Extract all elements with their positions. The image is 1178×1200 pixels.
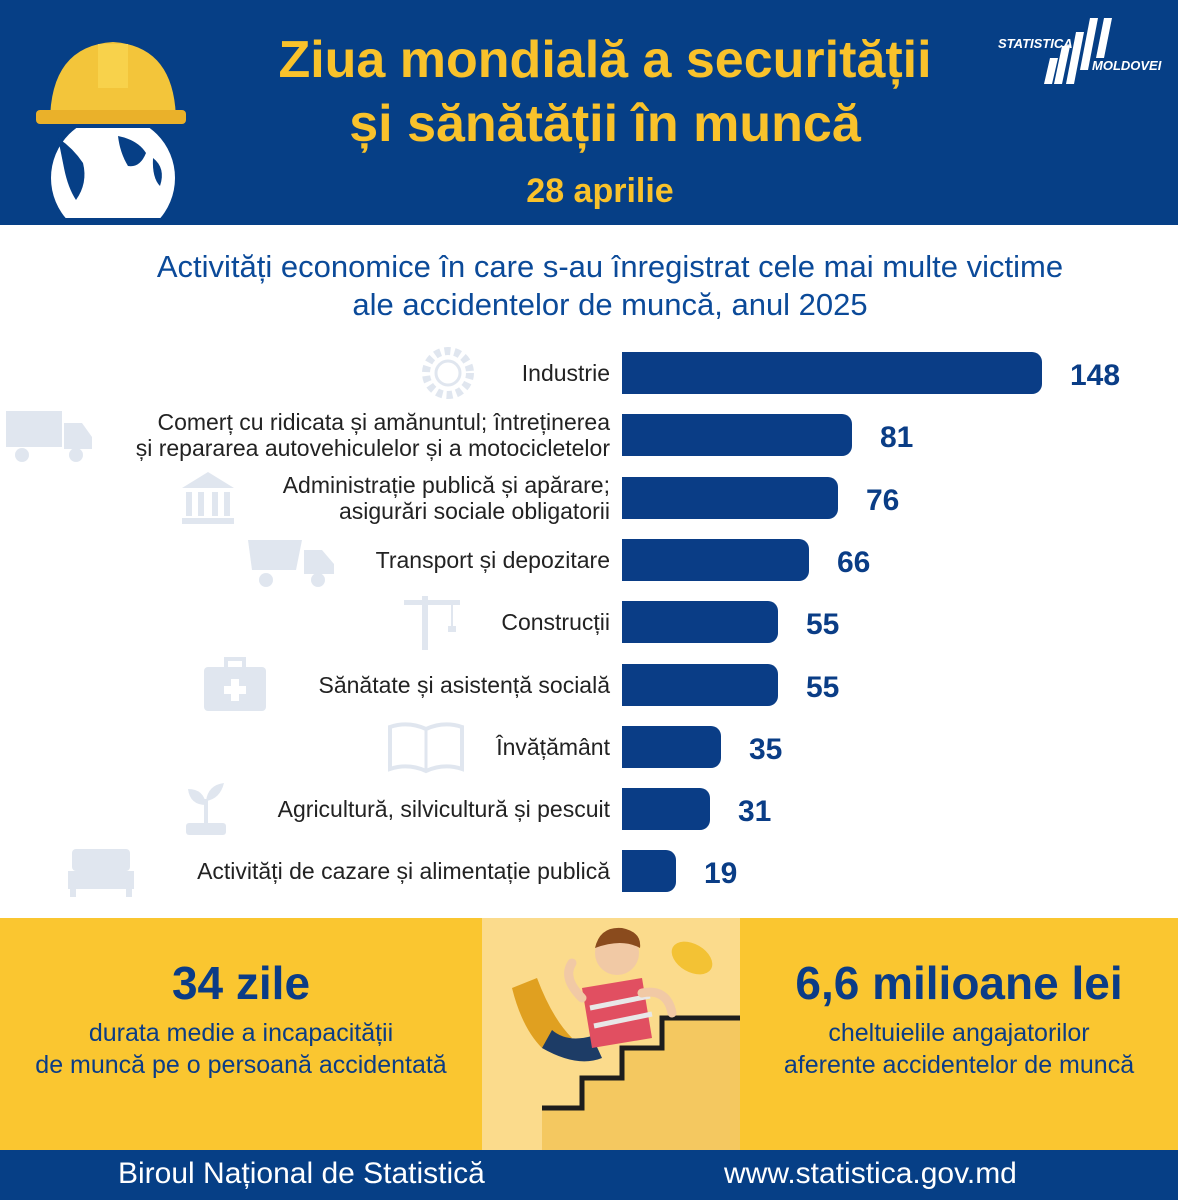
subtitle-line-2: ale accidentelor de muncă, anul 2025: [352, 287, 868, 322]
category-label-line: Agricultură, silvicultură și pescuit: [277, 796, 610, 823]
logo-bars-icon: [1044, 18, 1112, 84]
value-label: 66: [837, 545, 871, 579]
plant-icon: [176, 779, 236, 844]
category-label: Agricultură, silvicultură și pescuit: [278, 796, 610, 822]
subtitle-line-1: Activități economice în care s-au înregi…: [156, 249, 1064, 284]
value-label: 55: [806, 608, 840, 642]
bar: [622, 850, 676, 893]
bar: [622, 663, 778, 706]
page-title: Ziua mondială a securității și sănătății…: [220, 28, 990, 156]
bar: [622, 352, 1042, 394]
logo-text-top: STATISTICA: [998, 36, 1073, 51]
category-label: Industrie: [522, 360, 610, 386]
falling-worker-icon: [512, 927, 740, 1150]
bar: [622, 476, 838, 519]
category-label-line: Comerț cu ridicata și amănuntul; întreți…: [157, 409, 610, 436]
value-label: 35: [749, 732, 783, 766]
value-label: 81: [880, 421, 914, 455]
stat-right-value: 6,6 milioane lei: [795, 957, 1123, 1009]
date-label: 28 aprilie: [526, 172, 674, 210]
falling-worker-illustration: [482, 918, 740, 1150]
stat-left-value: 34 zile: [171, 957, 311, 1009]
bed-icon: [66, 841, 136, 906]
stat-right-desc-2: aferente accidentelor de muncă: [783, 1051, 1135, 1079]
bar: [622, 788, 710, 831]
value-label: 31: [738, 795, 772, 829]
category-label-line: Administrație publică și apărare;: [282, 471, 610, 498]
category-label-line: Sănătate și asistență socială: [318, 671, 610, 698]
category-label-line: Activități de cazare și alimentație publ…: [197, 858, 610, 885]
value-label: 55: [806, 670, 840, 704]
chart-subtitle: Activități economice în care s-au înregi…: [60, 248, 1160, 324]
footer: Biroul Național de Statistică www.statis…: [0, 1150, 1178, 1200]
category-label-line: asigurări sociale obligatorii: [338, 497, 610, 524]
category-label-line: Transport și depozitare: [375, 546, 610, 573]
bank-icon: [178, 468, 238, 533]
value-label: 148: [1070, 359, 1121, 392]
bar: [622, 725, 721, 768]
stats-band: 34 zile durata medie a incapacității de …: [0, 918, 1178, 1150]
header-banner: Ziua mondială a securității și sănătății…: [0, 0, 1178, 225]
category-label: Construcții: [501, 609, 610, 635]
medical-kit-icon: [200, 655, 270, 720]
value-label: 19: [704, 857, 738, 891]
category-label: Administrație publică și apărare; asigură…: [283, 472, 610, 524]
statistica-moldovei-logo: STATISTICA MOLDOVEI: [998, 18, 1161, 98]
category-label: Transport și depozitare: [376, 547, 610, 573]
category-label-line: Industrie: [521, 360, 610, 386]
bar-chart: Industrie 148 Comerț cu ridicata și amănun…: [0, 340, 1178, 910]
footer-organization: Biroul Național de Statistică: [118, 1157, 485, 1190]
logo-text-bottom: MOLDOVEI: [1092, 58, 1162, 73]
crane-icon: [402, 592, 462, 657]
bar: [622, 538, 809, 581]
value-label: 76: [866, 483, 900, 517]
truck-icon: [4, 405, 94, 470]
stat-left-desc-2: de muncă pe o persoană accidentată: [35, 1051, 447, 1079]
helmet-globe-icon: [36, 42, 186, 218]
category-label: Sănătate și asistență socială: [318, 672, 610, 698]
footer-website-link[interactable]: www.statistica.gov.md: [724, 1157, 1017, 1190]
category-label: Învățământ: [496, 734, 610, 760]
bar: [622, 601, 778, 644]
bar: [622, 414, 852, 457]
category-label-line: Învățământ: [496, 733, 610, 760]
stat-right-desc-1: cheltuielile angajatorilor: [828, 1019, 1090, 1047]
title-line-2: și sănătății în muncă: [349, 95, 861, 153]
gear-globe-icon: [418, 343, 478, 408]
category-label: Activități de cazare și alimentație publ…: [197, 858, 610, 884]
category-label-line: Construcții: [501, 609, 610, 636]
title-line-1: Ziua mondială a securității: [278, 31, 932, 89]
book-icon: [386, 717, 466, 782]
category-label: Comerț cu ridicata și amănuntul; întreți…: [136, 409, 610, 461]
dump-truck-icon: [246, 530, 336, 595]
stat-left-desc-1: durata medie a incapacității: [88, 1019, 394, 1047]
category-label-line: și repararea autovehiculelor și a motoci…: [135, 435, 610, 462]
